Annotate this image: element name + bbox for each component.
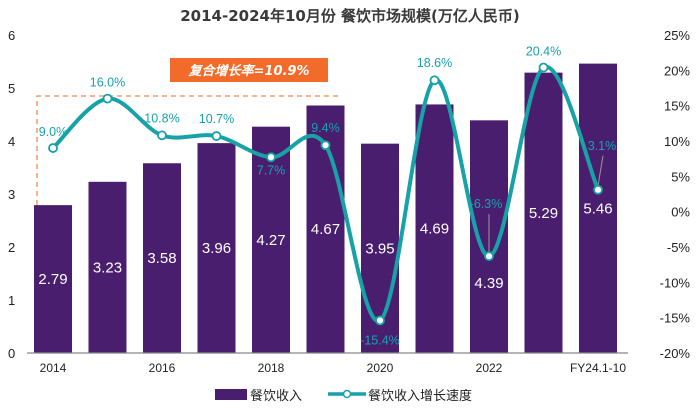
bar-value-label: 3.58: [147, 250, 176, 267]
x-axis-tick-label: 2014: [40, 361, 67, 375]
bar: [88, 181, 127, 353]
growth-point: [157, 130, 167, 141]
right-axis-tick-label: 25%: [664, 28, 690, 43]
left-axis-tick-label: 4: [8, 134, 15, 149]
bar: [252, 126, 290, 353]
chart-title: 2014-2024年10月份 餐饮市场规模(万亿人民币): [180, 7, 520, 25]
left-axis-tick-label: 3: [8, 187, 15, 202]
growth-point: [538, 62, 549, 73]
cagr-annotation-box: [170, 58, 328, 82]
label-leader-line: [597, 155, 604, 186]
growth-value-label: 9.0%: [39, 125, 68, 139]
right-axis-tick-label: 0%: [671, 205, 690, 220]
bar-value-label: 5.46: [583, 200, 612, 217]
growth-value-label: 10.8%: [144, 111, 179, 125]
right-axis-tick-label: -10%: [660, 275, 691, 290]
bar: [197, 143, 236, 353]
x-axis-tick-label: FY24.1-10: [570, 361, 626, 375]
bar: [579, 63, 617, 354]
growth-value-label: 18.6%: [417, 56, 452, 70]
right-axis-tick-label: -15%: [660, 311, 691, 326]
bar-value-label: 4.39: [474, 275, 503, 292]
growth-value-label: -15.4%: [360, 333, 400, 347]
bar: [34, 205, 72, 353]
growth-value-label: 16.0%: [90, 76, 125, 90]
growth-point: [211, 131, 222, 141]
legend: 餐饮收入 餐饮收入增长速度: [215, 388, 472, 404]
bar-value-label: 3.23: [93, 259, 122, 276]
left-axis-tick-label: 5: [8, 81, 15, 96]
growth-point: [320, 140, 331, 151]
growth-point: [429, 75, 440, 86]
right-axis-tick-label: -20%: [660, 346, 691, 361]
legend-bar-swatch: [215, 389, 247, 400]
growth-value-label: 10.7%: [199, 112, 234, 126]
growth-value-label: 7.7%: [257, 163, 286, 177]
right-axis-tick-label: 20%: [664, 63, 690, 78]
legend-bar-label: 餐饮收入: [250, 388, 302, 404]
right-axis-tick-label: 10%: [664, 134, 690, 149]
left-axis-tick-label: 6: [8, 28, 15, 43]
left-axis-tick-label: 1: [8, 293, 15, 308]
right-axis-tick-label: 15%: [664, 99, 690, 114]
bar: [524, 72, 563, 353]
x-axis-tick-label: 2020: [367, 361, 394, 375]
bar-value-label: 4.67: [311, 221, 340, 238]
bar-value-label: 4.69: [420, 221, 449, 238]
growth-point: [48, 143, 58, 153]
growth-value-label: 20.4%: [526, 45, 561, 59]
growth-point: [593, 184, 603, 195]
growth-point: [484, 251, 494, 262]
right-axis-tick-label: -5%: [667, 240, 691, 255]
bar-value-label: 3.96: [202, 240, 231, 257]
right-axis-tick-label: 5%: [671, 169, 690, 184]
left-axis-tick-label: 2: [8, 240, 15, 255]
legend-line-label: 餐饮收入增长速度: [368, 388, 472, 404]
x-axis-tick-label: 2022: [476, 361, 503, 375]
bar-value-label: 2.79: [38, 271, 67, 288]
growth-point: [266, 152, 276, 163]
x-axis-tick-label: 2018: [258, 361, 285, 375]
cagr-annotation: 复合增长率=10.9%: [188, 63, 310, 79]
bar: [415, 104, 454, 354]
cagr-bracket: [36, 95, 342, 205]
bar-value-label: 3.95: [365, 240, 394, 257]
growth-point: [375, 315, 385, 326]
left-axis-tick-label: 0: [8, 346, 15, 361]
bar-value-label: 5.29: [529, 205, 558, 222]
bar-value-label: 4.27: [256, 232, 285, 249]
growth-value-label: -6.3%: [470, 197, 503, 211]
growth-point: [102, 93, 113, 104]
bar: [143, 163, 181, 353]
legend-line-marker: [342, 389, 352, 399]
growth-value-label: 3.1%: [588, 139, 617, 153]
growth-value-label: 9.4%: [311, 121, 340, 135]
x-axis-tick-label: 2016: [149, 361, 176, 375]
